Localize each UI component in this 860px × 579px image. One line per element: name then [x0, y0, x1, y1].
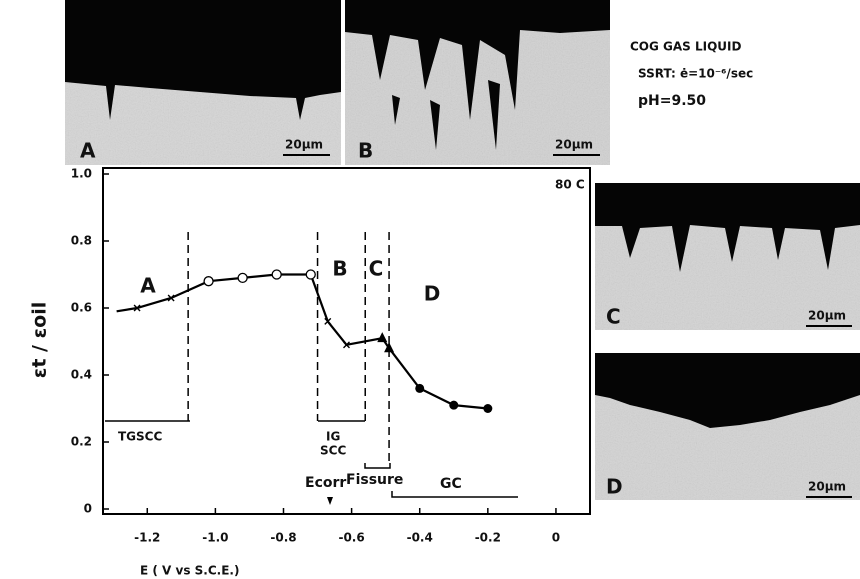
y-tick-label: 0.2: [71, 435, 92, 449]
marker: [377, 332, 388, 343]
annotation: SCC: [320, 444, 346, 458]
micrograph-d: [595, 353, 860, 500]
data-line: [116, 273, 488, 410]
region-label: A: [140, 274, 156, 298]
y-tick-label: 0: [84, 502, 92, 516]
marker: [343, 341, 350, 349]
micrograph-label: D: [606, 475, 623, 499]
marker: [449, 400, 459, 410]
x-tick-label: -0.8: [270, 531, 296, 545]
scale-label: 20µm: [285, 138, 323, 152]
marker: [324, 317, 332, 325]
region-label: C: [369, 257, 384, 281]
condition: COG GAS LIQUID: [630, 40, 742, 54]
micrograph-b: [345, 0, 610, 165]
marker: [167, 294, 175, 302]
condition: SSRT: ė=10⁻⁶/sec: [638, 67, 753, 81]
y-axis-label: εt / εoil: [29, 302, 51, 378]
ecorr-arrow: [327, 497, 333, 505]
marker: [237, 272, 248, 284]
scale-label: 20µm: [808, 480, 846, 494]
scale-label: 20µm: [555, 138, 593, 152]
x-axis-label: E ( V vs S.C.E.): [140, 564, 239, 578]
marker: [384, 342, 395, 353]
bracket: [391, 491, 518, 498]
temperature: 80 C: [555, 178, 585, 192]
y-tick-label: 1.0: [71, 167, 92, 181]
annotation: IG: [326, 430, 340, 444]
marker: [271, 269, 282, 280]
annotation: Ecorr: [305, 475, 346, 491]
x-tick-label: 0: [552, 531, 560, 545]
region-label: D: [424, 282, 441, 306]
region-label: B: [332, 257, 347, 281]
plot-frame: [102, 167, 591, 515]
marker: [133, 304, 141, 312]
y-tick-label: 0.4: [71, 368, 92, 382]
y-tick-label: 0.6: [71, 301, 92, 315]
bracket: [364, 463, 391, 469]
marker: [305, 269, 316, 280]
micrograph-c: [595, 183, 860, 330]
micrograph-label: A: [80, 139, 96, 163]
marker: [415, 383, 425, 393]
annotation: GC: [440, 476, 462, 492]
marker: [483, 404, 493, 413]
scale-label: 20µm: [808, 309, 846, 323]
annotation: Fissure: [346, 472, 403, 488]
x-tick-label: -1.2: [134, 531, 160, 545]
x-tick-label: -0.6: [338, 531, 364, 545]
x-tick-label: -0.4: [407, 531, 433, 545]
micrograph-label: C: [606, 305, 621, 329]
marker: [203, 276, 214, 287]
annotation: TGSCC: [118, 430, 162, 444]
micrograph-label: B: [358, 139, 373, 163]
y-tick-label: 0.8: [71, 234, 92, 248]
x-tick-label: -1.0: [202, 531, 228, 545]
condition: pH=9.50: [638, 93, 706, 109]
micrograph-a: [65, 0, 341, 165]
x-tick-label: -0.2: [475, 531, 501, 545]
